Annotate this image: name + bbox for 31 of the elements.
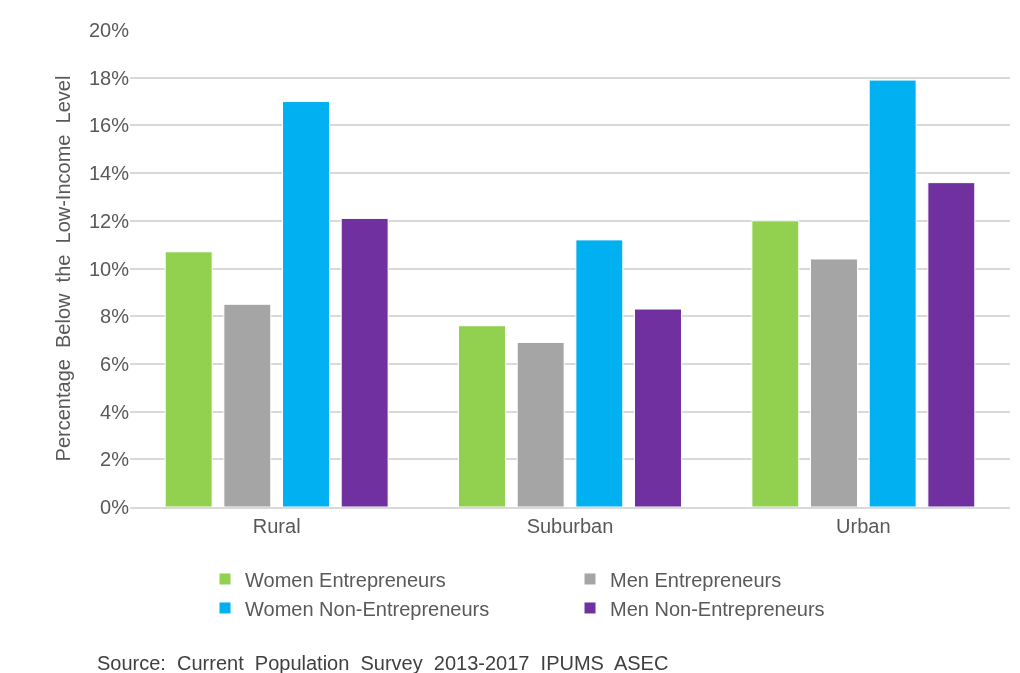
y-tick-label: 4% xyxy=(100,400,130,423)
x-tick-label: Suburban xyxy=(526,515,614,537)
bar xyxy=(223,303,272,507)
bar xyxy=(634,308,682,507)
bar xyxy=(458,325,506,507)
legend-label: Women Entrepreneurs xyxy=(245,568,446,591)
y-tick-label: 20% xyxy=(88,19,130,41)
bar xyxy=(751,220,800,507)
legend-label: Men Non-Entrepreneurs xyxy=(610,597,825,620)
y-tick-label: 12% xyxy=(88,209,130,232)
y-tick-label: 18% xyxy=(88,66,130,89)
bar xyxy=(868,79,917,507)
legend-label: Men Entrepreneurs xyxy=(610,568,782,591)
bar xyxy=(164,251,213,507)
bar xyxy=(340,217,389,507)
x-tick-label: Urban xyxy=(836,515,891,537)
bar xyxy=(927,182,976,507)
y-tick-label: 14% xyxy=(88,162,130,185)
y-tick-label: 8% xyxy=(100,305,130,328)
bar xyxy=(516,341,565,507)
y-axis-title: Percentage Below the Low-Income Level xyxy=(52,75,75,462)
bar xyxy=(282,101,330,507)
y-tick-label: 0% xyxy=(100,496,130,518)
bar xyxy=(575,239,624,507)
legend-label: Women Non-Entrepreneurs xyxy=(245,597,490,620)
y-tick-label: 2% xyxy=(100,448,130,471)
y-tick-label: 6% xyxy=(100,352,130,375)
y-tick-label: 16% xyxy=(88,114,130,137)
x-tick-label: Rural xyxy=(252,515,301,537)
bar xyxy=(810,258,858,507)
y-tick-label: 10% xyxy=(88,257,130,280)
